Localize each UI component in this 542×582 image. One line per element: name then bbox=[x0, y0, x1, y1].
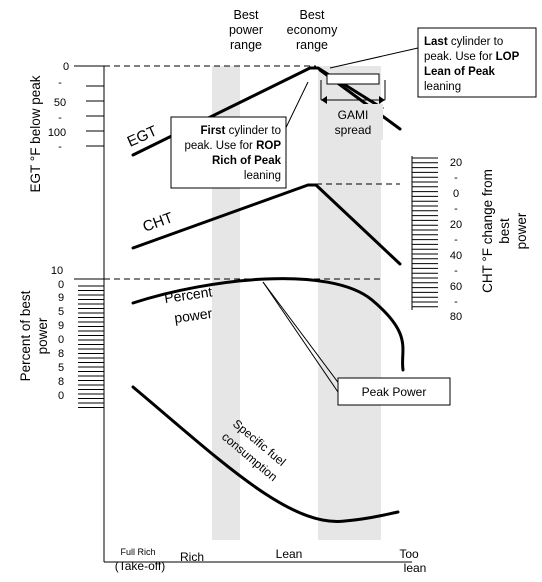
power-axis-title-line1: Percent of best bbox=[18, 290, 33, 381]
peak-power-label: Peak Power bbox=[362, 385, 427, 399]
power-tick-label: 5 bbox=[58, 362, 64, 374]
best-economy-header-line1: Best bbox=[299, 8, 325, 22]
percent-power-label-line2: power bbox=[173, 305, 213, 326]
egt-tick-label: 50 bbox=[54, 97, 66, 109]
first-callout-line1: First cylinder to bbox=[200, 125, 281, 137]
best-power-header-line2: power bbox=[229, 23, 263, 37]
egt-tick-label: 100 bbox=[48, 127, 66, 139]
egt-curve-label: EGT bbox=[125, 123, 160, 151]
x-label-take-off: (Take-off) bbox=[115, 559, 165, 573]
cht-axis-title-line3: power bbox=[514, 212, 529, 249]
power-tick-label: 0 bbox=[58, 390, 64, 402]
cht-tick-label: 60 bbox=[450, 281, 462, 293]
cht-curve-label: CHT bbox=[141, 209, 176, 236]
power-tick-label: 0 bbox=[58, 279, 64, 291]
cht-tick-label: - bbox=[454, 172, 458, 184]
power-tick-label: 8 bbox=[58, 376, 64, 388]
peak-power-callout: Peak Power bbox=[262, 281, 451, 406]
cht-tick-label: - bbox=[454, 265, 458, 277]
x-axis-labels: Full Rich (Take-off) Rich Lean Too lean bbox=[115, 547, 427, 575]
egt-tick-label: - bbox=[58, 112, 62, 124]
best-economy-header: Best economy range bbox=[287, 8, 338, 52]
egt-scale: 0 - 50 - 100 - bbox=[48, 61, 104, 153]
power-tick-label: 0 bbox=[58, 334, 64, 346]
gami-label-line1: GAMI bbox=[338, 108, 369, 122]
last-callout-line4: leaning bbox=[424, 81, 461, 93]
gami-spread-marker bbox=[320, 73, 386, 140]
x-label-lean: Lean bbox=[276, 547, 303, 561]
cht-curve bbox=[131, 183, 402, 266]
cht-axis-title: CHT °F change from best power bbox=[480, 169, 529, 293]
egt-tick-label: - bbox=[58, 141, 62, 153]
power-tick-label: 10 bbox=[51, 265, 63, 277]
cht-tick-label: 80 bbox=[450, 311, 462, 323]
egt-tick-label: - bbox=[58, 77, 62, 89]
egt-tick-label: 0 bbox=[63, 61, 69, 73]
power-tick-label: 5 bbox=[58, 306, 64, 318]
egt-axis-title: EGT °F below peak bbox=[28, 75, 43, 192]
percent-power-label: Percent power bbox=[163, 283, 213, 326]
best-economy-band bbox=[318, 66, 381, 540]
cht-tick-label: - bbox=[454, 296, 458, 308]
first-callout-line2: peak. Use for ROP bbox=[184, 140, 281, 152]
last-callout-line2: peak. Use for LOP bbox=[424, 51, 520, 63]
last-cylinder-callout: Last cylinder to peak. Use for LOP Lean … bbox=[329, 27, 537, 98]
cht-axis-title-line1: CHT °F change from bbox=[480, 169, 495, 293]
power-tick-label: 8 bbox=[58, 348, 64, 360]
power-axis-title-line2: power bbox=[35, 317, 50, 354]
power-tick-label: 9 bbox=[58, 292, 64, 304]
x-label-too-lean: lean bbox=[404, 561, 427, 575]
specific-fuel-consumption-curve bbox=[131, 385, 400, 523]
x-label-rich: Rich bbox=[180, 550, 204, 564]
x-label-full-rich: Full Rich bbox=[120, 547, 155, 557]
gami-label-line2: spread bbox=[335, 123, 372, 137]
x-label-too: Too bbox=[399, 547, 419, 561]
cht-tick-label: 20 bbox=[450, 157, 462, 169]
last-callout-line1: Last cylinder to bbox=[424, 36, 503, 48]
best-power-header-line1: Best bbox=[233, 8, 259, 22]
cht-tick-label: 40 bbox=[450, 250, 462, 262]
best-economy-header-line3: range bbox=[296, 38, 328, 52]
best-power-header: Best power range bbox=[229, 8, 263, 52]
best-power-header-line3: range bbox=[230, 38, 262, 52]
cht-axis-title-line2: best bbox=[497, 218, 512, 244]
cht-tick-label: 20 bbox=[450, 219, 462, 231]
first-callout-line4: leaning bbox=[244, 170, 281, 182]
percent-power-label-line1: Percent bbox=[163, 283, 213, 306]
cht-tick-label: - bbox=[454, 234, 458, 246]
cht-scale: 20 - 0 - 20 - 40 - 60 - 80 bbox=[411, 156, 462, 323]
cht-tick-label: 0 bbox=[453, 188, 459, 200]
first-cylinder-callout: First cylinder to peak. Use for ROP Rich… bbox=[170, 81, 309, 189]
first-callout-line3: Rich of Peak bbox=[212, 155, 282, 167]
power-tick-label: 9 bbox=[58, 320, 64, 332]
power-scale: 10 0 9 5 9 0 8 5 8 0 bbox=[51, 265, 104, 408]
power-axis-title: Percent of best power bbox=[18, 290, 50, 381]
cht-tick-label: - bbox=[454, 203, 458, 215]
best-economy-header-line2: economy bbox=[287, 23, 338, 37]
last-callout-line3: Lean of Peak bbox=[424, 66, 496, 78]
percent-power-curve bbox=[131, 277, 405, 372]
egt-curve bbox=[131, 66, 384, 157]
